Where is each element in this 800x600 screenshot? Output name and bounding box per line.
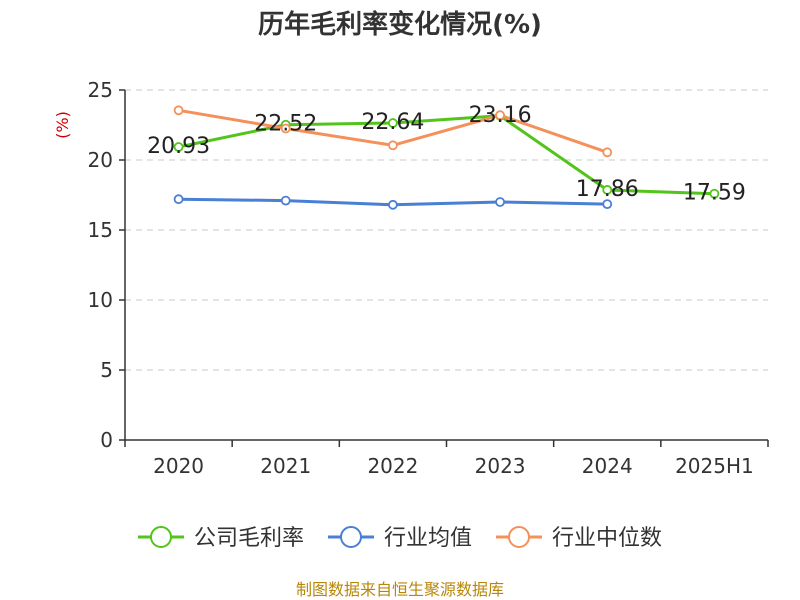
axes: 0 5 10 15 20 25 2020 2021 2022 2023 2024 2025H1 [88,78,769,478]
legend-item-2: 行业中位数 [496,526,662,551]
legend-marker [150,526,172,548]
data-label: 17.59 [683,181,746,206]
y-tick-label: 15 [88,218,113,242]
data-point [602,185,613,195]
legend-marker [508,526,530,548]
data-point [388,199,398,210]
data-label: 20.93 [147,134,210,159]
data-point [602,147,613,158]
x-tick-label: 2024 [582,454,633,478]
y-tick-label: 25 [88,78,113,102]
data-label: 23.16 [469,103,532,128]
legend-item-1: 行业均值 [328,526,472,551]
y-tick-label: 0 [100,428,113,452]
data-point [495,110,505,121]
legend: 公司毛利率 行业均值 行业中位数 [138,526,662,551]
data-label: 22.64 [361,110,424,135]
grid-lines [125,89,768,371]
data-point [495,197,505,207]
data-point [388,140,398,151]
data-label: 22.52 [254,112,317,137]
series-line-0 [178,114,715,196]
legend-item-0: 公司毛利率 [138,526,304,551]
legend-marker [340,526,362,548]
data-point [280,123,291,134]
legend-label: 行业中位数 [552,526,662,551]
y-axis-unit-label: (%) [53,111,72,139]
series-group [173,105,720,210]
chart-title: 历年毛利率变化情况(%) [258,9,542,40]
source-note: 制图数据来自恒生聚源数据库 [296,580,504,599]
data-point [280,195,291,206]
data-point [173,142,184,152]
legend-label: 公司毛利率 [194,526,304,551]
data-point [173,194,184,205]
data-point [709,188,720,199]
data-point [602,199,613,210]
data-labels: 20.93 22.52 22.64 23.16 17.86 17.59 [147,103,746,206]
x-tick-label: 2022 [367,454,418,478]
data-point [388,118,398,128]
x-tick-label: 2021 [260,454,311,478]
legend-label: 行业均值 [384,526,472,551]
x-tick-label: 2023 [475,454,526,478]
y-tick-label: 5 [100,358,113,382]
data-point [173,105,184,116]
y-tick-label: 20 [88,148,113,172]
x-tick-label: 2020 [153,454,204,478]
x-tick-label: 2025H1 [675,454,754,478]
data-label: 17.86 [576,177,639,202]
y-tick-label: 10 [88,288,113,312]
